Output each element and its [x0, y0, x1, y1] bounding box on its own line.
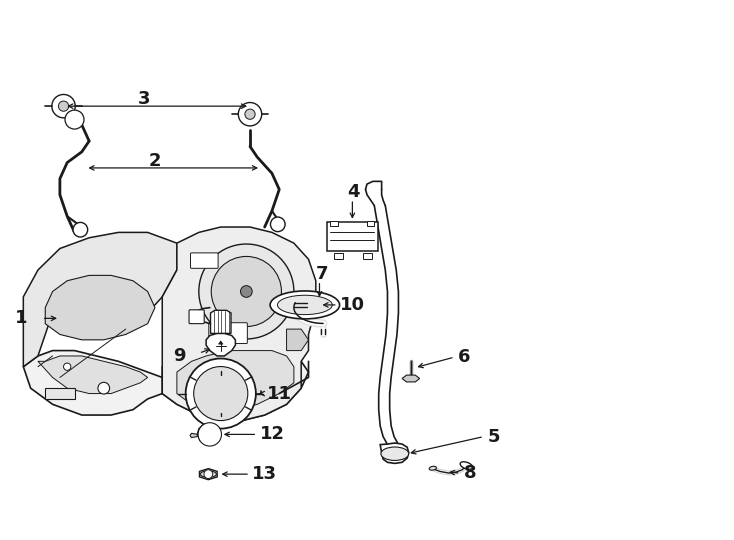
Polygon shape	[23, 232, 177, 367]
Polygon shape	[190, 433, 197, 437]
FancyBboxPatch shape	[208, 323, 247, 343]
Text: 4: 4	[348, 183, 360, 201]
Ellipse shape	[381, 447, 409, 461]
FancyBboxPatch shape	[334, 253, 343, 259]
Circle shape	[59, 101, 69, 111]
Ellipse shape	[460, 462, 473, 469]
Circle shape	[186, 359, 256, 429]
Circle shape	[52, 94, 76, 118]
Text: 6: 6	[458, 348, 470, 366]
FancyBboxPatch shape	[330, 220, 338, 226]
Circle shape	[214, 395, 221, 403]
Polygon shape	[162, 340, 308, 421]
Text: 12: 12	[260, 426, 285, 443]
Circle shape	[98, 382, 109, 394]
Circle shape	[194, 367, 248, 421]
Text: 13: 13	[252, 465, 277, 483]
Polygon shape	[402, 375, 420, 382]
Circle shape	[211, 256, 281, 327]
Polygon shape	[177, 350, 294, 410]
FancyBboxPatch shape	[363, 253, 372, 259]
Polygon shape	[197, 424, 221, 444]
Polygon shape	[46, 275, 155, 340]
Circle shape	[199, 244, 294, 339]
Text: 11: 11	[267, 384, 292, 402]
Polygon shape	[219, 341, 223, 344]
Ellipse shape	[429, 466, 437, 470]
Polygon shape	[162, 227, 316, 421]
FancyBboxPatch shape	[189, 310, 204, 323]
FancyBboxPatch shape	[367, 220, 374, 226]
Text: 9: 9	[173, 347, 186, 365]
Polygon shape	[23, 350, 170, 415]
Polygon shape	[206, 333, 236, 356]
Text: 5: 5	[487, 428, 500, 445]
Circle shape	[270, 217, 285, 232]
Circle shape	[65, 110, 84, 129]
Circle shape	[239, 103, 262, 126]
Polygon shape	[380, 443, 409, 463]
Polygon shape	[46, 388, 75, 399]
Circle shape	[73, 222, 87, 237]
FancyBboxPatch shape	[191, 253, 218, 268]
Text: 7: 7	[316, 265, 328, 284]
Circle shape	[204, 470, 213, 478]
Circle shape	[241, 286, 252, 298]
Text: 3: 3	[138, 90, 150, 108]
Circle shape	[64, 363, 71, 370]
Text: 2: 2	[149, 152, 161, 171]
Text: 10: 10	[340, 296, 365, 314]
Circle shape	[245, 109, 255, 119]
Ellipse shape	[277, 295, 333, 315]
Polygon shape	[38, 356, 148, 394]
Polygon shape	[286, 329, 308, 350]
FancyBboxPatch shape	[327, 221, 378, 251]
Circle shape	[198, 423, 222, 446]
Text: 8: 8	[464, 464, 476, 482]
Ellipse shape	[270, 291, 340, 319]
Polygon shape	[211, 310, 231, 333]
Text: 1: 1	[15, 309, 27, 327]
Polygon shape	[200, 469, 217, 480]
